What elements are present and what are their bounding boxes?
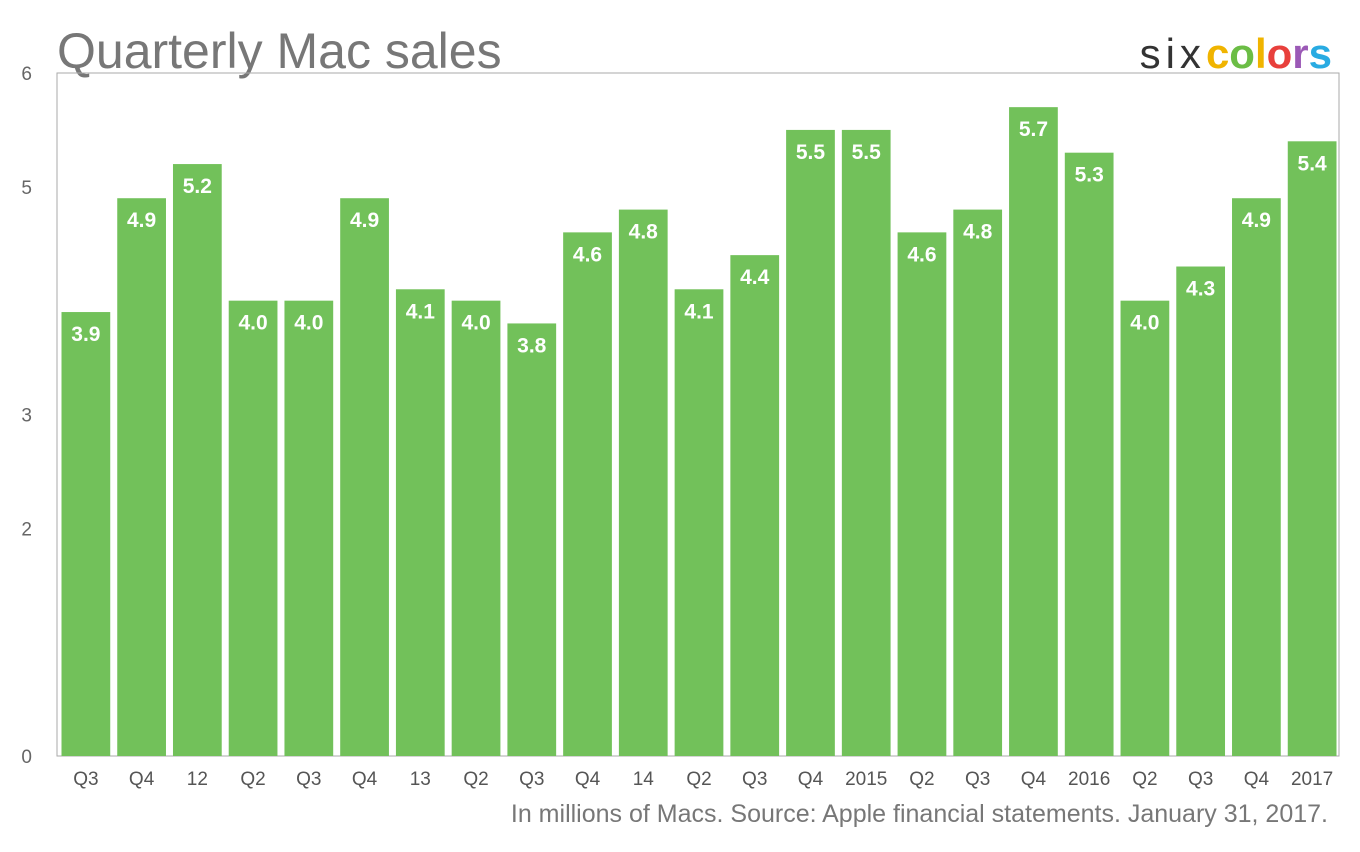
data-label: 4.1: [684, 300, 714, 323]
x-tick-label: 12: [187, 769, 208, 790]
data-label: 4.9: [350, 209, 379, 232]
logo-letter-1: o: [1229, 30, 1255, 77]
sixcolors-logo: sixcolors: [1140, 30, 1332, 78]
data-label: 4.8: [963, 221, 993, 244]
data-label: 4.4: [740, 266, 770, 289]
bar: [1064, 152, 1114, 756]
bar: [395, 289, 445, 756]
data-label: 3.9: [71, 323, 100, 346]
data-label: 5.3: [1075, 164, 1104, 187]
chart-footnote: In millions of Macs. Source: Apple finan…: [510, 800, 1328, 828]
bar: [117, 198, 166, 756]
logo-six-text: six: [1139, 30, 1206, 77]
bar: [730, 255, 780, 756]
bar: [228, 300, 278, 756]
logo-letter-5: s: [1308, 30, 1332, 77]
x-tick-label: Q4: [798, 769, 824, 790]
x-tick-label: Q2: [686, 769, 711, 790]
bar: [451, 300, 501, 756]
x-tick-label: Q3: [965, 769, 990, 790]
y-tick-label: 3: [21, 406, 32, 427]
x-tick-label: Q2: [240, 769, 265, 790]
x-tick-label: Q3: [742, 769, 767, 790]
x-tick-label: Q4: [352, 769, 378, 790]
x-tick-label: Q4: [129, 769, 155, 790]
x-tick-label: Q2: [1132, 769, 1157, 790]
x-tick-label: 13: [410, 769, 431, 790]
bar: [1287, 141, 1337, 757]
bar: [953, 209, 1003, 757]
data-label: 5.4: [1298, 152, 1328, 175]
data-label: 4.9: [1242, 209, 1271, 232]
logo-letter-4: r: [1292, 30, 1309, 77]
bar: [674, 289, 724, 756]
bar: [563, 232, 612, 756]
logo-letter-0: c: [1205, 30, 1230, 77]
bar: [841, 129, 891, 756]
y-tick-label: 0: [21, 747, 32, 768]
bar: [172, 164, 222, 757]
y-tick-label: 2: [21, 519, 32, 540]
data-label: 5.7: [1019, 118, 1048, 141]
x-tick-label: 14: [633, 769, 655, 790]
data-label: 4.0: [461, 312, 490, 335]
bar: [1120, 300, 1170, 756]
x-tick-label: Q4: [1244, 769, 1270, 790]
data-label: 3.8: [517, 334, 547, 357]
data-label: 4.3: [1186, 278, 1215, 301]
bar: [507, 323, 557, 756]
y-tick-label: 5: [21, 178, 32, 199]
bar: [897, 232, 947, 756]
bar: [1176, 266, 1226, 756]
bar: [284, 300, 334, 756]
bar: [340, 198, 389, 756]
data-label: 4.6: [573, 243, 602, 266]
bar: [618, 209, 668, 757]
x-tick-label: Q3: [296, 769, 321, 790]
data-label: 4.0: [238, 312, 267, 335]
x-tick-label: Q3: [519, 769, 544, 790]
x-tick-label: Q3: [73, 769, 98, 790]
logo-letter-3: o: [1266, 30, 1293, 77]
data-label: 4.0: [1130, 312, 1159, 335]
x-tick-label: Q2: [909, 769, 934, 790]
data-label: 5.5: [796, 141, 826, 164]
x-tick-label: Q4: [1021, 769, 1047, 790]
data-label: 4.6: [907, 243, 936, 266]
x-tick-label: Q3: [1188, 769, 1213, 790]
x-tick-label: Q4: [575, 769, 601, 790]
x-tick-label: 2016: [1068, 769, 1110, 790]
logo-letter-2: l: [1254, 30, 1267, 77]
data-label: 4.8: [629, 221, 659, 244]
y-tick-label: 6: [21, 64, 32, 85]
data-label: 5.5: [852, 141, 882, 164]
logo-colors-text: colors: [1206, 30, 1332, 77]
data-label: 4.0: [294, 312, 323, 335]
x-tick-label: 2017: [1291, 769, 1333, 790]
x-tick-label: Q2: [463, 769, 488, 790]
data-label: 4.9: [127, 209, 156, 232]
bar: [1009, 107, 1058, 756]
bar: [61, 312, 111, 756]
bar: [786, 129, 835, 756]
chart-title: Quarterly Mac sales: [57, 23, 502, 79]
data-label: 5.2: [183, 175, 212, 198]
x-tick-label: 2015: [845, 769, 887, 790]
data-label: 4.1: [406, 300, 436, 323]
bar: [1232, 198, 1281, 756]
